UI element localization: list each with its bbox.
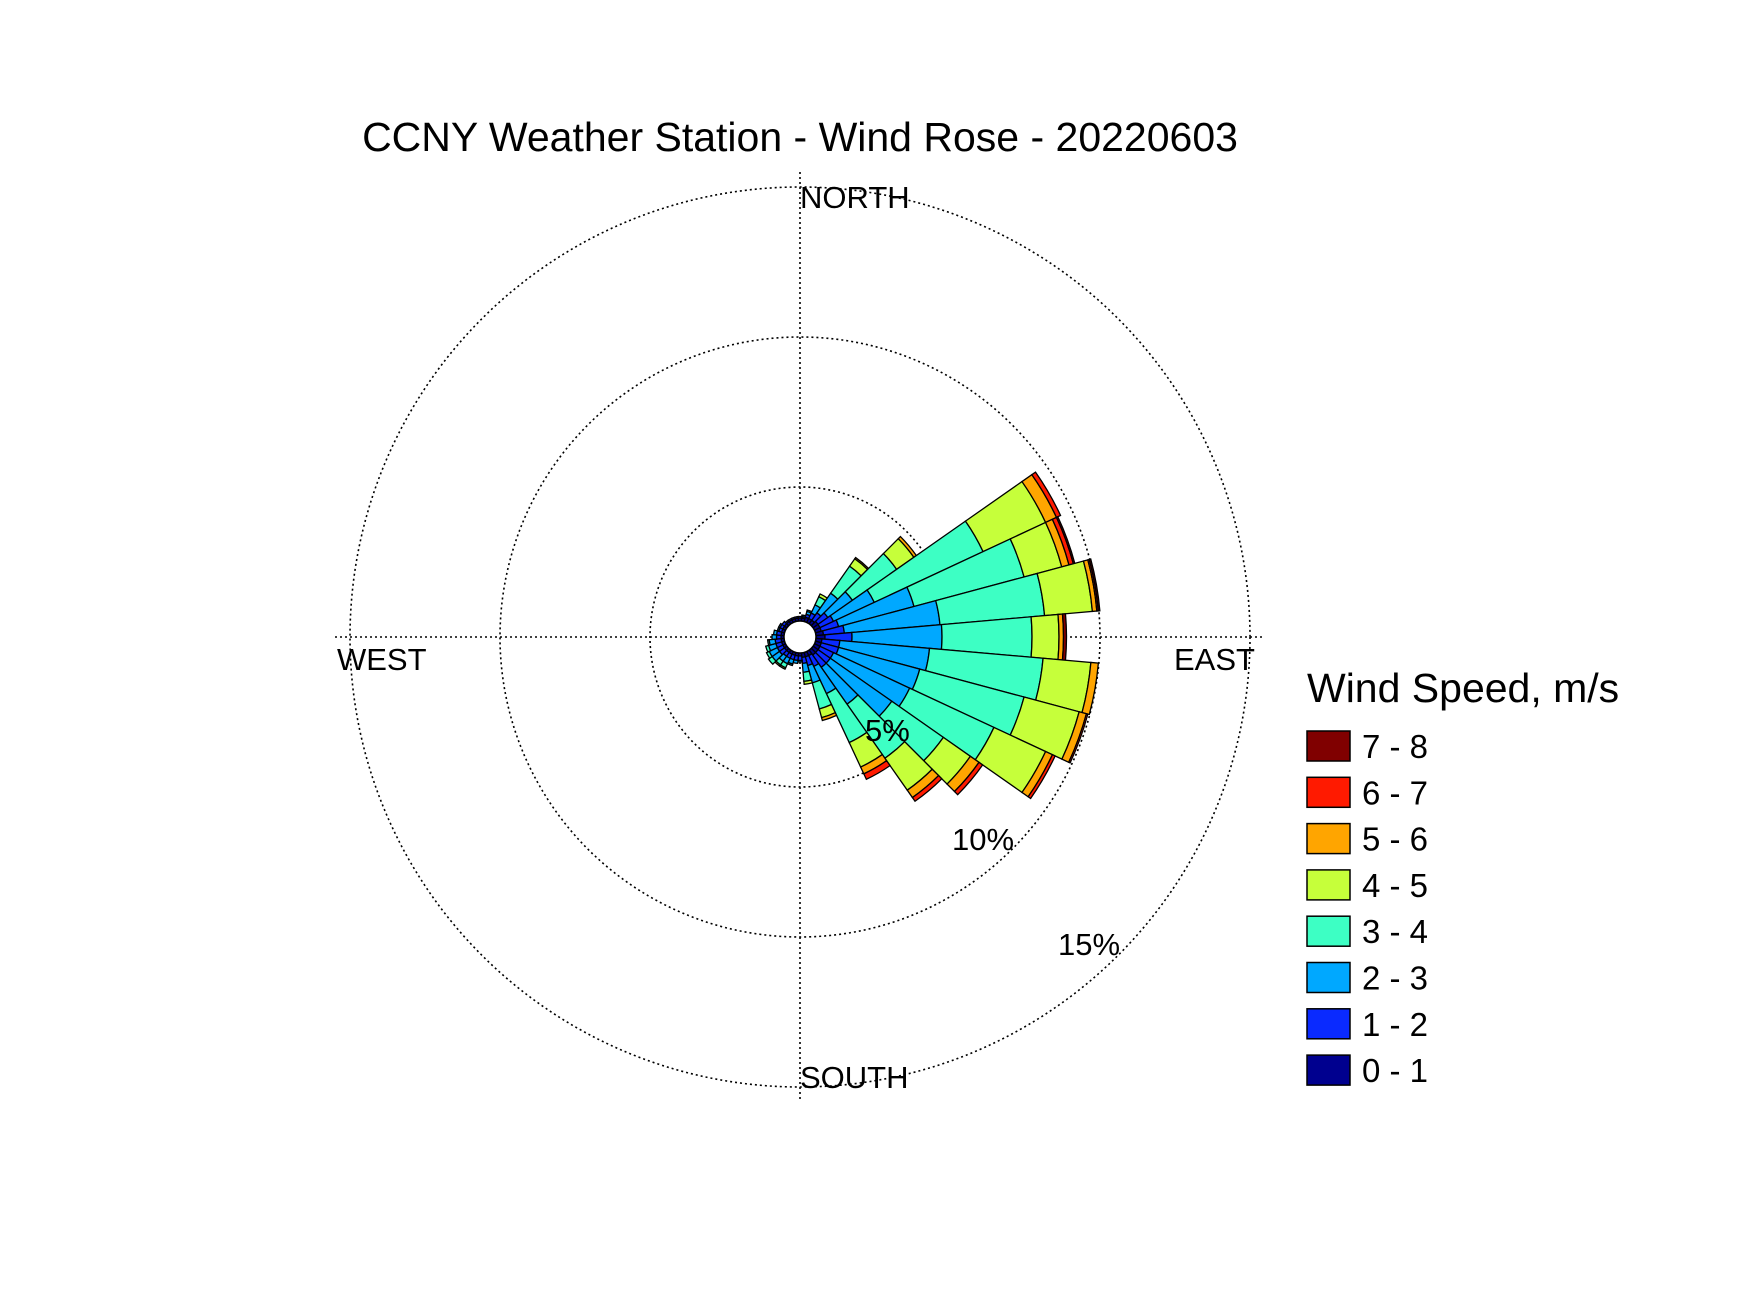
legend-swatch-7-8 bbox=[1306, 730, 1351, 762]
legend-label-6-7: 6 - 7 bbox=[1362, 774, 1428, 811]
petal-segment-250deg-bin-3-4 bbox=[764, 644, 772, 653]
petal-segment-260deg-bin-3-4 bbox=[766, 638, 771, 647]
petal-segment-110deg-bin-6-7 bbox=[1067, 712, 1089, 764]
petal-segment-120deg-bin-6-7 bbox=[1027, 753, 1056, 800]
petal-segment-270deg-bin-2-3 bbox=[771, 633, 778, 641]
legend-label-0-1: 0 - 1 bbox=[1362, 1052, 1428, 1089]
petal-segment-90deg-bin-7-8 bbox=[1061, 613, 1068, 661]
ring-label-15: 15% bbox=[1058, 927, 1120, 962]
petal-segment-130deg-bin-6-7 bbox=[953, 761, 984, 796]
petal-segment-240deg-bin-3-4 bbox=[765, 650, 774, 660]
legend-swatch-5-6 bbox=[1306, 822, 1351, 855]
legend-swatch-6-7 bbox=[1306, 776, 1351, 809]
petal-segment-90deg-bin-4-5 bbox=[1030, 613, 1060, 661]
ring-label-5: 5% bbox=[865, 713, 910, 748]
petal-segment-280deg-bin-2-3 bbox=[772, 629, 779, 636]
direction-label-east: EAST bbox=[1174, 642, 1255, 677]
chart-title: CCNY Weather Station - Wind Rose - 20220… bbox=[362, 114, 1238, 160]
direction-label-west: WEST bbox=[337, 642, 427, 677]
petal-segment-150deg-bin-6-7 bbox=[862, 759, 891, 781]
petal-segment-10deg-bin-2-3 bbox=[801, 614, 807, 618]
wind-rose-petals bbox=[764, 471, 1101, 803]
legend-label-2-3: 2 - 3 bbox=[1362, 960, 1428, 997]
legend-swatch-0-1 bbox=[1306, 1054, 1351, 1086]
legend-label-7-8: 7 - 8 bbox=[1362, 728, 1428, 765]
legend: 7 - 8 6 - 7 5 - 6 4 - 5 3 - 4 2 - 3 1 - 2 0 - 1 bbox=[1306, 728, 1428, 1089]
direction-label-south: SOUTH bbox=[800, 1060, 909, 1095]
legend-label-5-6: 5 - 6 bbox=[1362, 821, 1428, 858]
legend-swatch-4-5 bbox=[1306, 869, 1351, 901]
petal-segment-160deg-bin-5-6 bbox=[820, 711, 838, 722]
legend-swatch-1-2 bbox=[1306, 1008, 1351, 1040]
grid-ring-15 bbox=[349, 186, 1251, 1088]
direction-label-north: NORTH bbox=[800, 180, 910, 215]
legend-label-1-2: 1 - 2 bbox=[1362, 1006, 1428, 1043]
legend-label-4-5: 4 - 5 bbox=[1362, 867, 1428, 904]
legend-label-3-4: 3 - 4 bbox=[1362, 913, 1428, 950]
ring-label-10: 10% bbox=[952, 822, 1014, 857]
petal-segment-80deg-bin-7-8 bbox=[1088, 558, 1101, 612]
grid-ring-10 bbox=[499, 336, 1101, 938]
petal-segment-140deg-bin-6-7 bbox=[911, 774, 943, 803]
petal-segment-170deg-bin-4-5 bbox=[803, 679, 814, 686]
legend-swatch-3-4 bbox=[1306, 915, 1351, 947]
calm-center-circle bbox=[783, 620, 817, 654]
petal-segment-100deg-bin-5-6 bbox=[1081, 661, 1100, 716]
legend-title: Wind Speed, m/s bbox=[1307, 665, 1619, 711]
petal-segment-60deg-bin-6-7 bbox=[1030, 471, 1062, 519]
legend-swatch-2-3 bbox=[1306, 961, 1351, 994]
calm-center bbox=[783, 620, 817, 654]
polar-grid bbox=[335, 172, 1265, 1102]
